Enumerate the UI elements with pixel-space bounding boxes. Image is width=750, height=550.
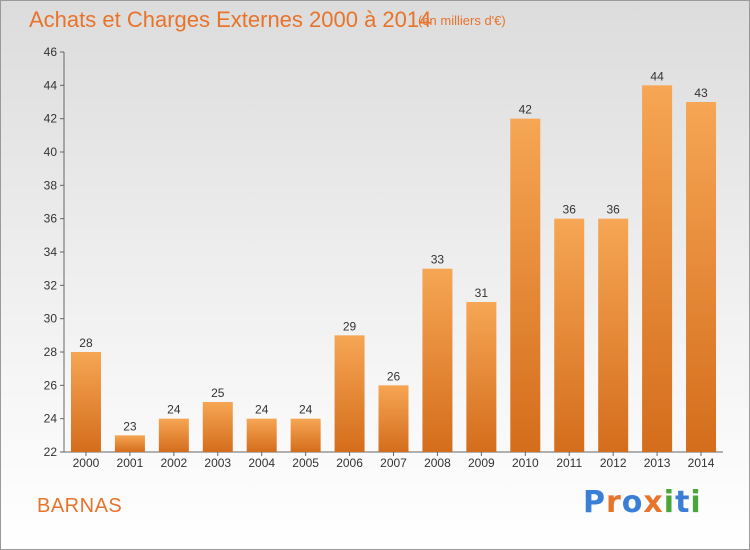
bar-2005 (290, 418, 321, 452)
x-tick-label: 2003 (204, 456, 231, 470)
y-tick-label: 30 (44, 312, 58, 326)
bar-2000 (70, 352, 101, 452)
bar-2001 (114, 435, 145, 452)
bar-2011 (554, 218, 585, 452)
data-label: 36 (606, 203, 620, 217)
data-label: 29 (343, 319, 357, 333)
data-label: 43 (694, 86, 708, 100)
bar-2013 (642, 85, 673, 452)
bar-2014 (686, 102, 717, 452)
data-label: 24 (167, 403, 181, 417)
bar-2002 (158, 418, 189, 452)
y-tick-label: 22 (44, 445, 58, 459)
y-tick-label: 46 (44, 45, 58, 59)
data-label: 31 (475, 286, 489, 300)
y-tick-label: 32 (44, 278, 58, 292)
commune-name: BARNAS (37, 495, 123, 517)
y-tick-label: 26 (44, 378, 58, 392)
axes: 22 24 26 28 30 32 34 36 38 40 42 44 46 2000 2001 2002 20… (44, 45, 723, 470)
chart-title: Achats et Charges Externes 2000 à 2014 (29, 7, 432, 32)
bar-2008 (422, 268, 453, 452)
bar-2007 (378, 385, 409, 452)
bar-2012 (598, 218, 629, 452)
logo-letter: r (606, 485, 622, 520)
logo-letter: o (621, 485, 644, 520)
x-tick-label: 2012 (600, 456, 627, 470)
x-tick-label: 2002 (160, 456, 187, 470)
data-label: 42 (519, 103, 533, 117)
data-label: 23 (123, 419, 137, 433)
x-tick-label: 2005 (292, 456, 319, 470)
bar-2006 (334, 335, 365, 452)
proxiti-logo[interactable]: Proxiti (583, 485, 702, 520)
logo-letter: x (643, 485, 664, 520)
x-tick-label: 2008 (424, 456, 451, 470)
y-tick-label: 42 (44, 112, 58, 126)
x-tick-label: 2011 (556, 456, 582, 470)
logo-letter: i (663, 485, 676, 520)
data-label: 25 (211, 386, 225, 400)
data-label: 36 (563, 203, 577, 217)
bar-2010 (510, 118, 541, 453)
y-tick-label: 40 (44, 145, 58, 159)
y-tick-label: 36 (44, 212, 58, 226)
logo-letter: t (675, 485, 691, 520)
x-tick-label: 2014 (688, 456, 715, 470)
y-tick-label: 28 (44, 345, 58, 359)
y-tick-label: 24 (44, 412, 58, 426)
x-tick-label: 2009 (468, 456, 495, 470)
data-label: 24 (299, 403, 313, 417)
data-labels: 28 23 24 25 24 24 29 26 33 31 42 36 36 44 43 (79, 69, 708, 433)
bar-2009 (466, 302, 497, 452)
x-tick-label: 2004 (248, 456, 275, 470)
data-label: 33 (431, 253, 445, 267)
x-tick-label: 2006 (336, 456, 363, 470)
x-tick-label: 2000 (73, 456, 100, 470)
bar-2004 (246, 418, 277, 452)
y-tick-label: 38 (44, 178, 58, 192)
y-tick-label: 44 (44, 78, 58, 92)
data-label: 28 (79, 336, 93, 350)
data-label: 26 (387, 369, 401, 383)
x-tick-label: 2007 (380, 456, 407, 470)
x-tick-label: 2001 (117, 456, 144, 470)
x-tick-label: 2013 (644, 456, 671, 470)
x-tick-label: 2010 (512, 456, 539, 470)
bars (70, 85, 717, 453)
data-label: 24 (255, 403, 269, 417)
data-label: 44 (650, 69, 664, 83)
logo-letter: i (690, 485, 702, 520)
bar-2003 (202, 402, 233, 452)
y-tick-label: 34 (44, 245, 58, 259)
chart-unit: (en milliers d'€) (418, 13, 506, 28)
logo-letter: P (583, 485, 606, 520)
